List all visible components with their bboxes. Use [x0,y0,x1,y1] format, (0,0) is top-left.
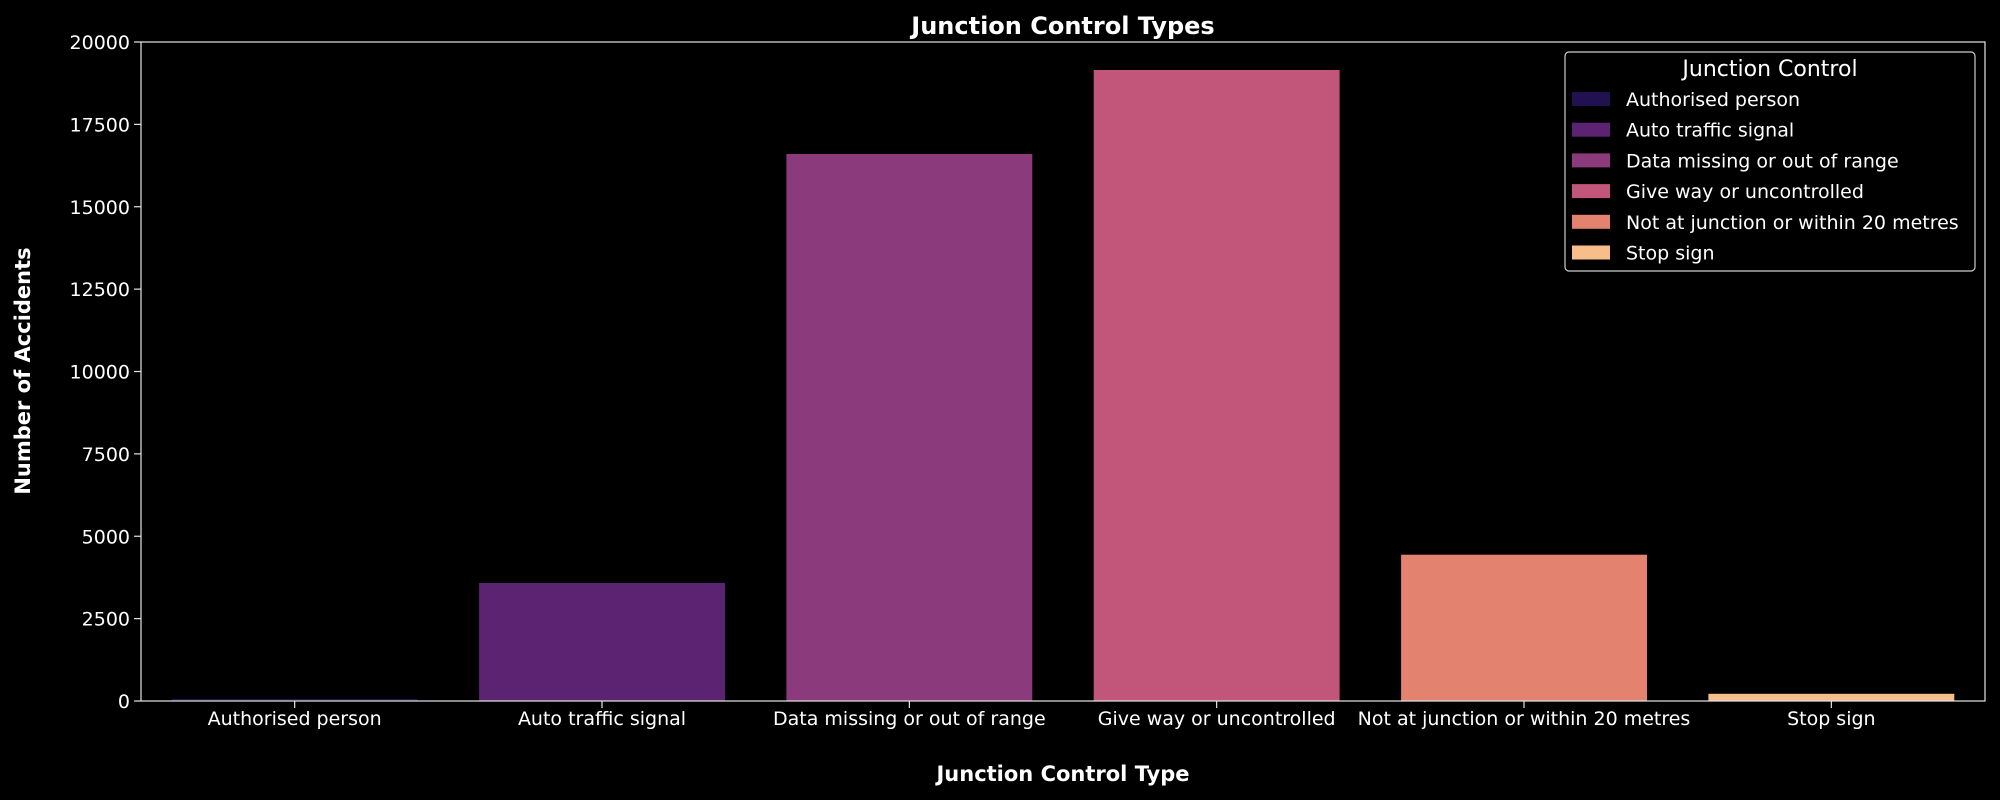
y-tick-label: 5000 [82,526,130,548]
legend-frame [1564,51,1976,272]
legend-label: Not at junction or within 20 metres [1626,212,1959,234]
y-tick-label: 0 [118,691,130,713]
x-axis: Authorised person Auto traffic signal Data… [208,701,1876,730]
legend-label: Auto traffic signal [1626,120,1794,142]
x-tick-label: Stop sign [1787,708,1876,730]
bar-1 [171,699,418,701]
y-axis: 0 2500 5000 7500 10000 12500 15000 17500 20000 [70,32,141,713]
bar-6 [1708,693,1955,701]
bar-2 [479,583,725,701]
y-tick-label: 7500 [82,444,130,466]
x-tick-label: Give way or uncontrolled [1098,708,1336,730]
x-axis-title: Junction Control Type [934,762,1189,786]
legend-label: Authorised person [1626,89,1800,111]
legend-swatch [1572,245,1610,260]
x-tick-label: Authorised person [208,708,382,730]
legend-label: Data missing or out of range [1626,150,1899,172]
legend-label: Stop sign [1626,243,1715,265]
y-tick-label: 15000 [70,197,130,219]
chart-title: Junction Control Types [909,12,1214,40]
y-axis-title: Number of Accidents [11,247,35,494]
x-tick-label: Data missing or out of range [773,708,1046,730]
legend-label: Give way or uncontrolled [1626,181,1864,203]
y-tick-label: 17500 [70,114,130,136]
bar-4 [1093,70,1340,701]
legend-swatch [1572,153,1610,168]
x-tick-label: Not at junction or within 20 metres [1358,708,1691,730]
legend-swatch [1572,92,1610,106]
legend-title: Junction Control [1680,57,1857,82]
x-tick-label: Auto traffic signal [518,708,686,730]
y-tick-label: 2500 [82,609,130,631]
bar-5 [1401,554,1647,701]
y-tick-label: 12500 [70,279,130,301]
bar-3 [786,154,1033,701]
y-tick-label: 20000 [70,32,130,54]
legend: Junction Control Authorised person Auto t… [1564,51,1976,272]
bars-layer [171,70,1955,701]
legend-swatch [1572,122,1610,137]
legend-swatch [1572,214,1610,229]
y-tick-label: 10000 [70,362,130,384]
legend-swatch [1572,184,1610,199]
